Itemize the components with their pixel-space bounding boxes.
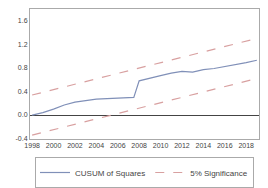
svg-text:CUSUM of Squares: CUSUM of Squares (75, 169, 145, 178)
svg-text:0.8: 0.8 (18, 64, 28, 71)
svg-text:0.0: 0.0 (18, 111, 28, 118)
svg-text:2010: 2010 (153, 142, 169, 149)
svg-text:1.6: 1.6 (18, 17, 28, 24)
svg-text:1998: 1998 (24, 142, 40, 149)
svg-text:-0.4: -0.4 (16, 135, 28, 142)
svg-text:0.4: 0.4 (18, 88, 28, 95)
svg-text:2016: 2016 (217, 142, 233, 149)
svg-text:2008: 2008 (131, 142, 147, 149)
svg-text:5% Significance: 5% Significance (190, 169, 247, 178)
svg-text:1.2: 1.2 (18, 41, 28, 48)
svg-text:2006: 2006 (110, 142, 126, 149)
svg-text:2000: 2000 (46, 142, 62, 149)
svg-text:2012: 2012 (174, 142, 190, 149)
svg-text:2004: 2004 (89, 142, 105, 149)
svg-text:2018: 2018 (238, 142, 254, 149)
svg-text:2002: 2002 (67, 142, 83, 149)
svg-text:2014: 2014 (196, 142, 212, 149)
